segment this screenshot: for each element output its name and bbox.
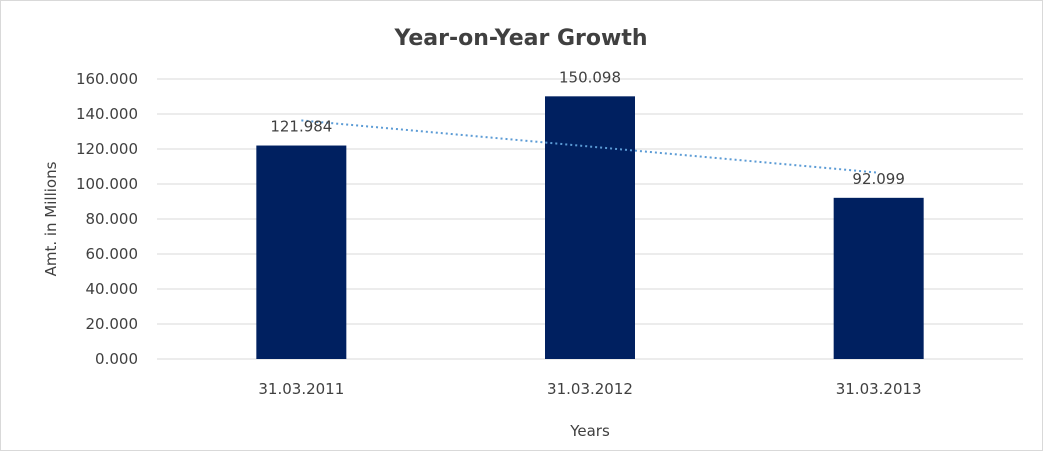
trendline: [301, 119, 879, 174]
x-tick-label: 31.03.2013: [836, 380, 922, 398]
y-tick-label: 60.000: [86, 245, 139, 263]
bar-31.03.2013: [833, 197, 924, 359]
y-tick-label: 160.000: [76, 70, 138, 88]
x-axis-label: Years: [569, 422, 610, 440]
data-label: 150.098: [559, 68, 621, 86]
bar-31.03.2012: [545, 96, 635, 360]
chart-title: Year-on-Year Growth: [393, 26, 647, 51]
data-label: 92.099: [852, 170, 905, 188]
x-tick-label: 31.03.2011: [258, 380, 344, 398]
y-tick-label: 20.000: [86, 315, 139, 333]
x-tick-label: 31.03.2012: [547, 380, 633, 398]
y-tick-label: 80.000: [86, 210, 139, 228]
y-tick-label: 140.000: [76, 105, 138, 123]
y-tick-label: 100.000: [76, 175, 138, 193]
data-label: 121.984: [270, 118, 332, 136]
y-axis-label: Amt. in Millions: [42, 161, 60, 276]
y-tick-label: 40.000: [86, 280, 139, 298]
y-tick-label: 120.000: [76, 140, 138, 158]
y-tick-label: 0.000: [95, 350, 138, 368]
bar-31.03.2011: [256, 145, 347, 359]
